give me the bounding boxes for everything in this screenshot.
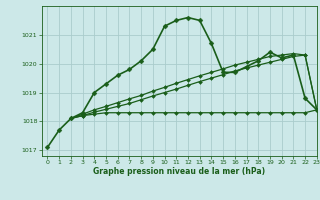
X-axis label: Graphe pression niveau de la mer (hPa): Graphe pression niveau de la mer (hPa) — [93, 167, 265, 176]
